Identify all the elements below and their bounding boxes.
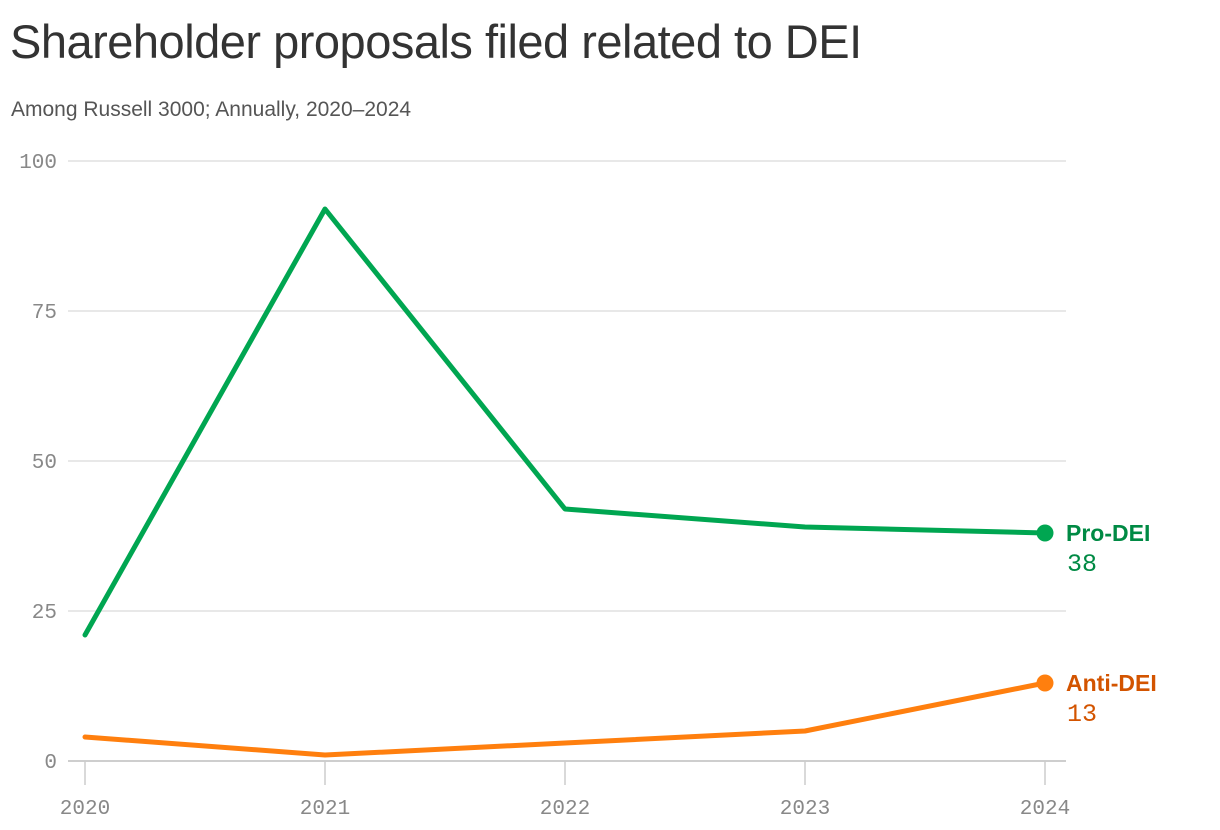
y-tick-label: 0 (44, 752, 57, 775)
series-end-value-pro-dei: 38 (1067, 550, 1097, 579)
x-tick-label: 2022 (540, 798, 590, 821)
series-label-pro-dei: Pro-DEI (1066, 520, 1150, 546)
series-line-anti-dei (82, 680, 1048, 758)
y-tick-label: 75 (32, 302, 57, 325)
y-tick-label: 100 (19, 152, 57, 175)
x-tick-label: 2020 (60, 798, 110, 821)
y-tick-label: 50 (32, 452, 57, 475)
series-end-value-anti-dei: 13 (1067, 700, 1097, 729)
series-line-pro-dei (82, 206, 1048, 638)
series-label-anti-dei: Anti-DEI (1066, 670, 1157, 696)
chart-title: Shareholder proposals filed related to D… (10, 15, 862, 68)
end-point-pro-dei (1036, 524, 1054, 542)
chart-subtitle: Among Russell 3000; Annually, 2020–2024 (11, 98, 412, 121)
x-tick-label: 2024 (1020, 798, 1070, 821)
x-tick-label: 2021 (300, 798, 350, 821)
y-tick-label: 25 (32, 602, 57, 625)
x-tick-label: 2023 (780, 798, 830, 821)
end-point-anti-dei (1036, 674, 1054, 692)
